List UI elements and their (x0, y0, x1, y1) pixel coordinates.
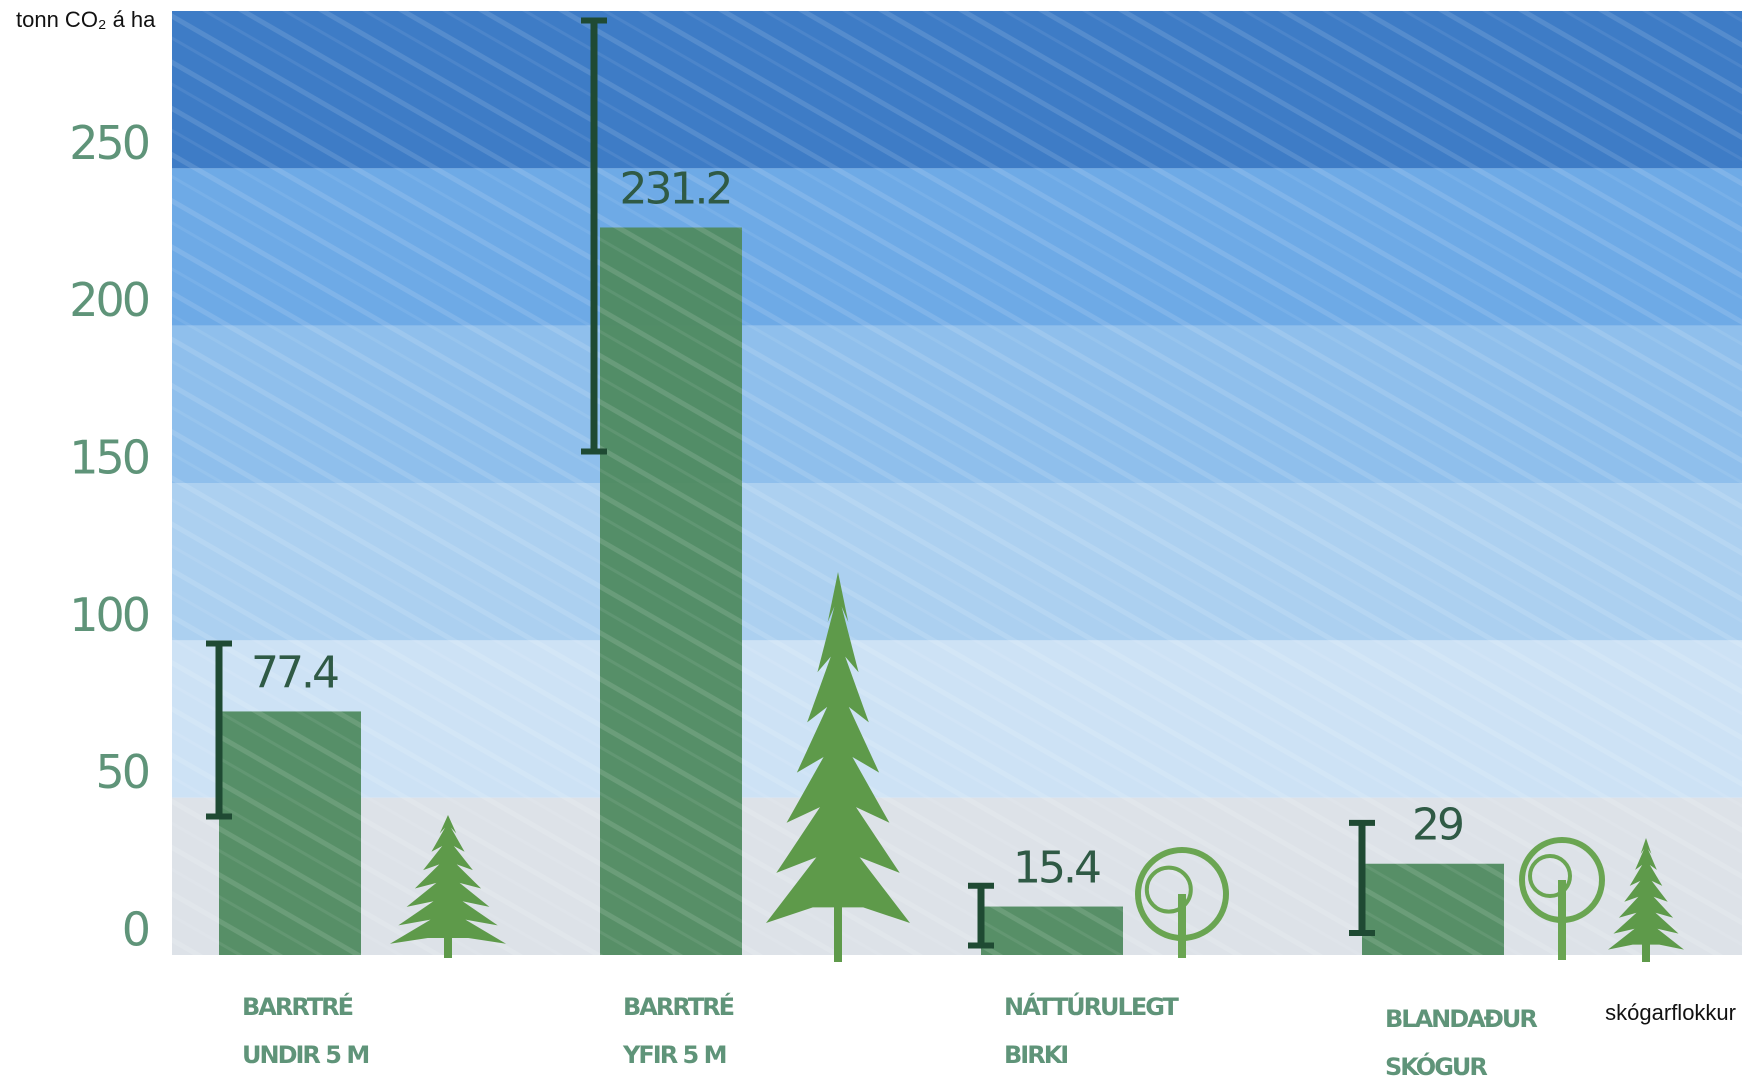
y-tick-label: 0 (122, 903, 149, 957)
x-tick-label: BARRTRÉ (623, 992, 734, 1021)
tree (1528, 854, 1572, 898)
bar-texture (600, 227, 742, 955)
x-tick-label: NÁTTÚRULEGT (1004, 991, 1180, 1021)
value-label: 15.4 (1013, 843, 1100, 894)
tree-trunk (834, 903, 842, 962)
y-tick-label: 250 (69, 116, 149, 170)
tree (1608, 838, 1684, 950)
value-label: 29 (1412, 800, 1462, 851)
x-tick-label: YFIR 5 M (622, 1041, 726, 1069)
tree-trunk (444, 936, 452, 958)
bar-texture (219, 711, 361, 955)
y-tick-label: 150 (69, 431, 149, 485)
x-tick-label: BARRTRÉ (242, 992, 353, 1021)
y-tick-label: 100 (69, 588, 149, 642)
bar-texture (981, 906, 1123, 955)
bar-texture (1362, 863, 1504, 955)
y-tick-label: 50 (95, 745, 148, 799)
tree (1519, 837, 1605, 923)
x-axis-title: skógarflokkur (1605, 1000, 1736, 1025)
y-axis-title: tonn CO₂ á ha (16, 7, 156, 32)
x-tick-label: SKÓGUR (1385, 1051, 1487, 1081)
texture (172, 11, 1742, 955)
tree (390, 815, 506, 944)
tree (1135, 847, 1229, 941)
tree-trunk (1642, 943, 1650, 962)
value-label: 77.4 (251, 647, 338, 698)
value-label: 231.2 (620, 163, 731, 214)
y-tick-label: 200 (69, 273, 149, 327)
tree (1144, 865, 1193, 914)
tree-trunk (1178, 894, 1186, 958)
tree (766, 572, 910, 923)
x-tick-label: UNDIR 5 M (242, 1041, 368, 1069)
plot: 77.4 231.2 15.4 29 (206, 17, 1684, 962)
background-bands (172, 11, 1742, 955)
x-tick-label: BIRKI (1004, 1041, 1067, 1069)
x-tick-label: BLANDAÐUR (1385, 1005, 1537, 1033)
